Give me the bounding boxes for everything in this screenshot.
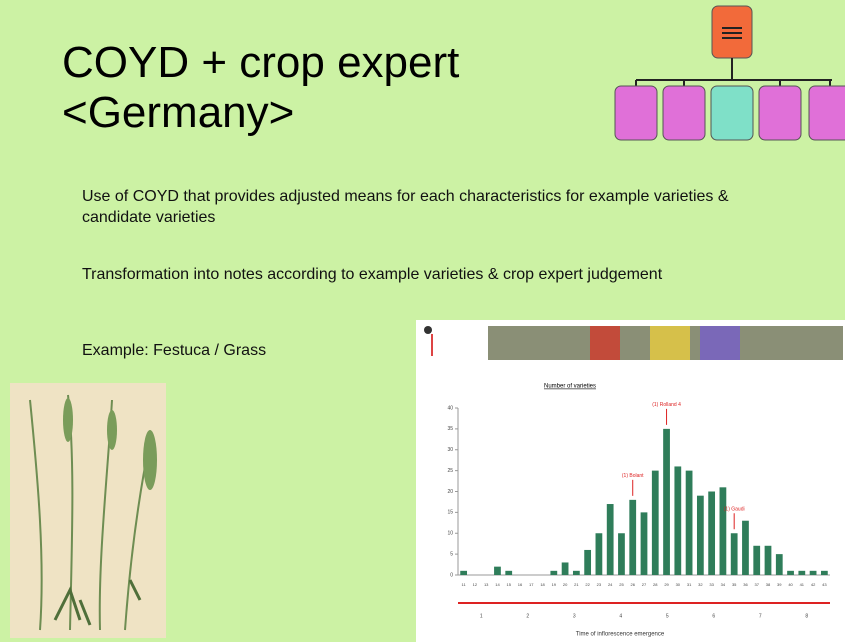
x-tick-label: 16 (518, 582, 523, 587)
bar (607, 504, 614, 575)
bar (584, 550, 591, 575)
bar (742, 521, 749, 575)
y-tick-label: 25 (447, 468, 453, 474)
y-tick-label: 35 (447, 426, 453, 432)
x-tick-label: 15 (507, 582, 512, 587)
x-tick-label: 32 (698, 582, 703, 587)
y-tick-label: 10 (447, 531, 453, 537)
bar (674, 466, 681, 575)
y-tick-label: 20 (447, 489, 453, 495)
note-label: 3 (573, 613, 576, 619)
note-label: 4 (619, 613, 622, 619)
bar (596, 533, 603, 575)
note-label: 6 (712, 613, 715, 619)
x-tick-label: 21 (574, 582, 579, 587)
y-tick-label: 5 (450, 551, 453, 557)
x-tick-label: 28 (653, 582, 658, 587)
x-tick-label: 34 (721, 582, 726, 587)
x-tick-label: 23 (597, 582, 602, 587)
bar (663, 429, 670, 575)
bar (821, 571, 828, 575)
bar (697, 496, 704, 575)
bar (720, 487, 727, 575)
slide: COYD + crop expert <Germany> Use of COYD… (0, 0, 845, 642)
x-tick-label: 12 (473, 582, 478, 587)
x-tick-label: 14 (495, 582, 500, 587)
bar (753, 546, 760, 575)
x-tick-label: 37 (755, 582, 760, 587)
x-tick-label: 38 (766, 582, 771, 587)
y-tick-label: 15 (447, 510, 453, 516)
bar (550, 571, 557, 575)
note-label: 8 (805, 613, 808, 619)
bar (562, 562, 569, 575)
y-tick-label: 0 (450, 572, 453, 578)
x-tick-label: 42 (811, 582, 816, 587)
x-tick-label: 13 (484, 582, 489, 587)
annotation: (1) Rolland 4 (652, 402, 681, 408)
annotation: (1) Gaudi (724, 507, 745, 513)
x-tick-label: 26 (631, 582, 636, 587)
note-label: 5 (666, 613, 669, 619)
annotation: (1) Bolant (622, 473, 644, 479)
bar (573, 571, 580, 575)
x-tick-label: 27 (642, 582, 647, 587)
x-tick-label: 22 (585, 582, 590, 587)
bar (460, 571, 467, 575)
bar (765, 546, 772, 575)
x-tick-label: 41 (800, 582, 805, 587)
botanical-illustration (10, 383, 166, 638)
x-tick-label: 30 (676, 582, 681, 587)
bar (798, 571, 805, 575)
bar (494, 567, 501, 575)
x-tick-label: 39 (777, 582, 782, 587)
x-tick-label: 29 (664, 582, 669, 587)
bar (641, 512, 648, 575)
chart-title: Number of varieties (544, 384, 596, 390)
x-tick-label: 25 (619, 582, 624, 587)
bar (652, 471, 659, 575)
x-tick-label: 20 (563, 582, 568, 587)
y-tick-label: 30 (447, 447, 453, 453)
x-tick-label: 24 (608, 582, 613, 587)
x-axis-title: Time of inflorescence emergence (576, 632, 665, 638)
y-tick-label: 40 (447, 405, 453, 411)
bar (787, 571, 794, 575)
bar (686, 471, 693, 575)
note-label: 1 (480, 613, 483, 619)
x-tick-label: 40 (788, 582, 793, 587)
graphics: Number of varieties051015202530354011121… (0, 0, 845, 642)
bar (731, 533, 738, 575)
bar (618, 533, 625, 575)
note-label: 7 (759, 613, 762, 619)
x-tick-label: 36 (743, 582, 748, 587)
x-tick-label: 43 (822, 582, 827, 587)
bar (629, 500, 636, 575)
bar (810, 571, 817, 575)
bar (708, 492, 715, 576)
x-tick-label: 33 (709, 582, 714, 587)
x-tick-label: 31 (687, 582, 692, 587)
note-label: 2 (526, 613, 529, 619)
bar (776, 554, 783, 575)
org-chart (615, 6, 845, 140)
x-tick-label: 19 (552, 582, 557, 587)
x-tick-label: 18 (540, 582, 545, 587)
x-tick-label: 17 (529, 582, 534, 587)
bar (505, 571, 512, 575)
x-tick-label: 35 (732, 582, 737, 587)
